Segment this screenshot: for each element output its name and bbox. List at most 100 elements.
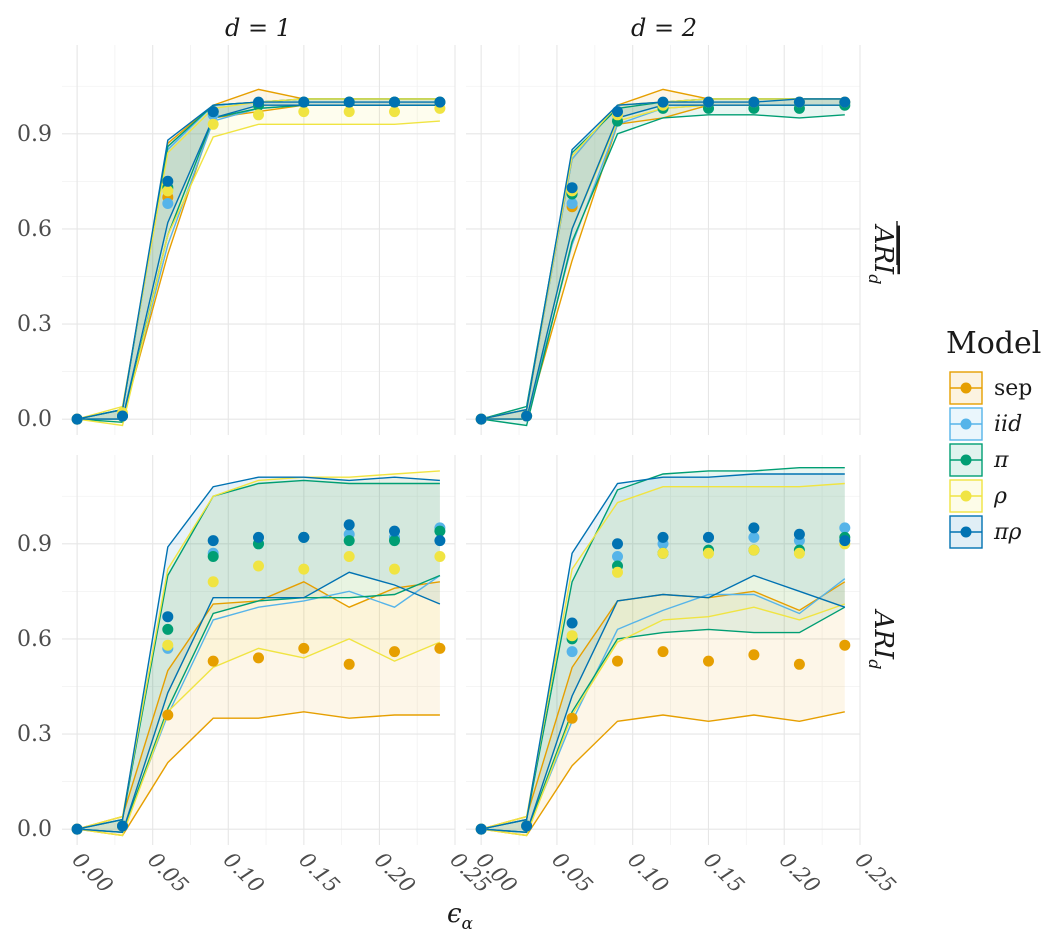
point-pirho bbox=[207, 535, 219, 547]
point-sep bbox=[748, 649, 760, 661]
bound-lower-rho bbox=[77, 120, 440, 427]
legend: Model sep iid πρ πρ bbox=[946, 326, 1041, 549]
legend-title: Model bbox=[946, 326, 1041, 361]
ribbon-pirho bbox=[77, 477, 440, 833]
panel-mean-d1: 0.0 0.3 0.6 0.9 bbox=[17, 45, 456, 435]
point-pi bbox=[389, 535, 400, 547]
ribbon-pi bbox=[481, 467, 845, 833]
point-sep bbox=[298, 642, 310, 654]
point-pirho bbox=[657, 531, 669, 543]
y-tick-label: 0.3 bbox=[17, 312, 52, 337]
ribbon-sep bbox=[77, 581, 440, 836]
point-pirho bbox=[521, 410, 533, 422]
point-sep bbox=[839, 639, 851, 651]
y-tick-label: 0.3 bbox=[17, 722, 52, 747]
legend-item-rho: ρ bbox=[949, 479, 1007, 513]
point-rho bbox=[253, 109, 264, 121]
point-rho bbox=[298, 106, 310, 118]
legend-key-point bbox=[960, 490, 972, 502]
legend-label-iid: iid bbox=[994, 412, 1022, 437]
y-tick-label: 0.9 bbox=[17, 122, 52, 147]
ribbon-pirho bbox=[481, 474, 845, 833]
legend-item-iid: iid bbox=[949, 407, 1022, 441]
x-tick-label: 0.15 bbox=[294, 848, 344, 898]
point-pirho bbox=[612, 538, 623, 550]
ribbon-iid bbox=[481, 98, 845, 420]
point-pirho bbox=[475, 413, 487, 425]
ribbon-pi bbox=[481, 98, 845, 426]
point-rho bbox=[748, 544, 760, 556]
x-tick-label: 0.05 bbox=[547, 848, 597, 898]
point-pirho bbox=[253, 96, 264, 108]
legend-item-pi: π bbox=[949, 443, 1009, 477]
bound-upper-pi bbox=[481, 467, 845, 830]
point-pi bbox=[207, 551, 219, 562]
point-pirho bbox=[343, 519, 355, 531]
facet-label-d2: d = 2 bbox=[631, 14, 697, 42]
legend-key-point bbox=[960, 454, 972, 466]
point-pirho bbox=[253, 531, 264, 543]
point-pirho bbox=[162, 175, 174, 187]
bound-lower-pirho bbox=[77, 571, 441, 834]
point-sep bbox=[703, 655, 714, 667]
point-rho bbox=[612, 566, 623, 578]
ribbon-pi bbox=[77, 480, 440, 833]
bound-lower-pirho bbox=[481, 574, 846, 834]
point-pirho bbox=[434, 96, 446, 108]
x-tick-label: 0.10 bbox=[219, 848, 269, 898]
point-pirho bbox=[117, 410, 128, 422]
point-pi bbox=[434, 525, 446, 537]
point-rho bbox=[703, 547, 714, 559]
point-pirho bbox=[521, 820, 533, 832]
point-pirho bbox=[703, 531, 714, 543]
facet-label-d1: d = 1 bbox=[225, 14, 291, 42]
point-sep bbox=[207, 655, 219, 667]
legend-item-pirho: πρ bbox=[949, 515, 1021, 549]
point-pirho bbox=[71, 413, 83, 425]
ribbon-pirho bbox=[481, 98, 845, 420]
x-tick-label: 0.00 bbox=[68, 848, 118, 898]
point-pirho bbox=[657, 96, 669, 108]
bound-upper-pirho bbox=[481, 473, 845, 830]
point-iid bbox=[162, 198, 174, 209]
point-iid bbox=[839, 522, 851, 534]
point-sep bbox=[389, 646, 400, 658]
point-pirho bbox=[612, 106, 623, 118]
point-rho bbox=[253, 560, 264, 572]
point-rho bbox=[298, 563, 310, 575]
x-tick-label: 0.05 bbox=[143, 848, 193, 898]
legend-label-sep: sep bbox=[994, 376, 1032, 401]
x-tick-label: 0.20 bbox=[775, 848, 825, 898]
point-pirho bbox=[793, 96, 805, 108]
point-pirho bbox=[839, 96, 851, 108]
point-sep bbox=[253, 652, 264, 664]
point-pirho bbox=[117, 820, 128, 832]
facet-label-ari-text: ARId bbox=[865, 609, 898, 670]
point-pirho bbox=[298, 531, 310, 543]
x-tick-label: 0.25 bbox=[850, 848, 900, 898]
point-pirho bbox=[475, 823, 487, 835]
point-pirho bbox=[703, 96, 714, 108]
x-tick-label: 0.10 bbox=[623, 848, 673, 898]
point-pirho bbox=[389, 525, 400, 537]
point-rho bbox=[657, 547, 669, 559]
point-iid bbox=[566, 198, 578, 209]
legend-key-point bbox=[960, 418, 972, 430]
y-tick-label: 0.9 bbox=[17, 532, 52, 557]
bound-lower-sep bbox=[481, 711, 845, 837]
panels-layer: 0.0 0.3 0.6 0.9 0.0 0.3 0.6 0.9 0.00 0.05 0.10 0.15… bbox=[17, 45, 901, 898]
ribbon-rho bbox=[77, 470, 440, 836]
point-pirho bbox=[343, 96, 355, 108]
point-pirho bbox=[748, 96, 760, 108]
panel-mean-d2 bbox=[466, 45, 861, 435]
legend-label-pirho: πρ bbox=[993, 520, 1021, 545]
point-pirho bbox=[566, 617, 578, 629]
legend-label-rho: ρ bbox=[993, 484, 1007, 509]
point-pirho bbox=[298, 96, 310, 108]
point-pirho bbox=[839, 535, 851, 547]
point-pirho bbox=[748, 522, 760, 534]
y-tick-label: 0.6 bbox=[17, 627, 52, 652]
point-sep bbox=[793, 658, 805, 670]
point-pirho bbox=[434, 535, 446, 547]
